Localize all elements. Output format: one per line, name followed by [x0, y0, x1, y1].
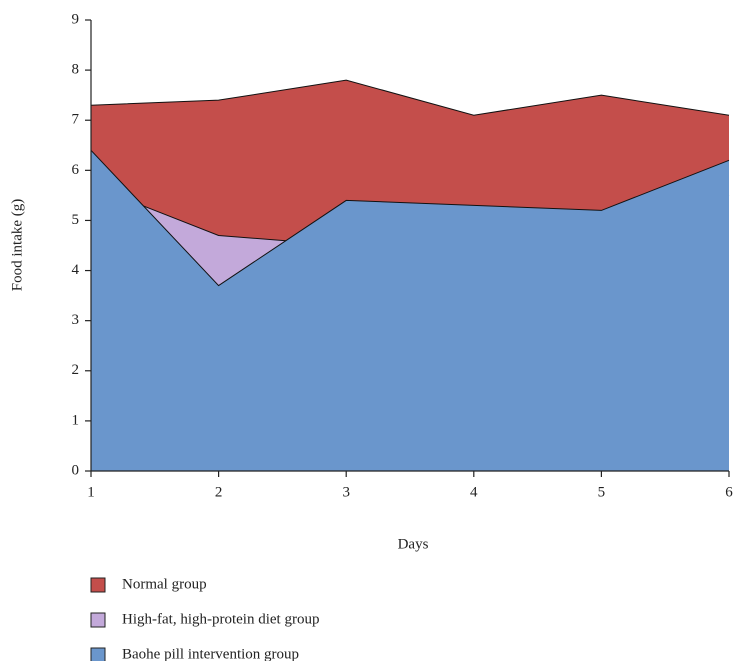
- area: [91, 150, 729, 472]
- y-axis-label: Food intake (g): [9, 199, 25, 291]
- area-outline: [90, 149, 730, 287]
- y-tick-label: 7: [72, 112, 80, 128]
- legend-swatch: [90, 577, 106, 593]
- x-tick-label: 5: [598, 484, 606, 500]
- y-tick-label: 3: [72, 312, 80, 328]
- area-outline: [90, 79, 730, 116]
- x-tick-label: 3: [342, 484, 350, 500]
- y-tick-label: 9: [72, 11, 80, 27]
- y-tick-label: 1: [72, 412, 80, 428]
- y-tick-label: 6: [72, 162, 80, 178]
- y-tick-label: 5: [72, 212, 80, 228]
- y-tick-label: 4: [72, 262, 80, 278]
- legend-swatch: [90, 647, 106, 661]
- x-tick-label: 2: [215, 484, 223, 500]
- legend-swatch: [90, 612, 106, 628]
- x-tick-label: 6: [725, 484, 733, 500]
- y-tick-label: 2: [72, 362, 80, 378]
- y-tick-label: 8: [72, 62, 80, 78]
- y-tick-label: 0: [72, 462, 80, 478]
- x-tick-label: 4: [470, 484, 478, 500]
- legend-label: Baohe pill intervention group: [122, 646, 299, 661]
- x-tick-label: 1: [87, 484, 95, 500]
- legend-label: Normal group: [122, 576, 207, 592]
- legend-label: High-fat, high-protein diet group: [122, 611, 319, 627]
- x-axis-label: Days: [398, 536, 429, 552]
